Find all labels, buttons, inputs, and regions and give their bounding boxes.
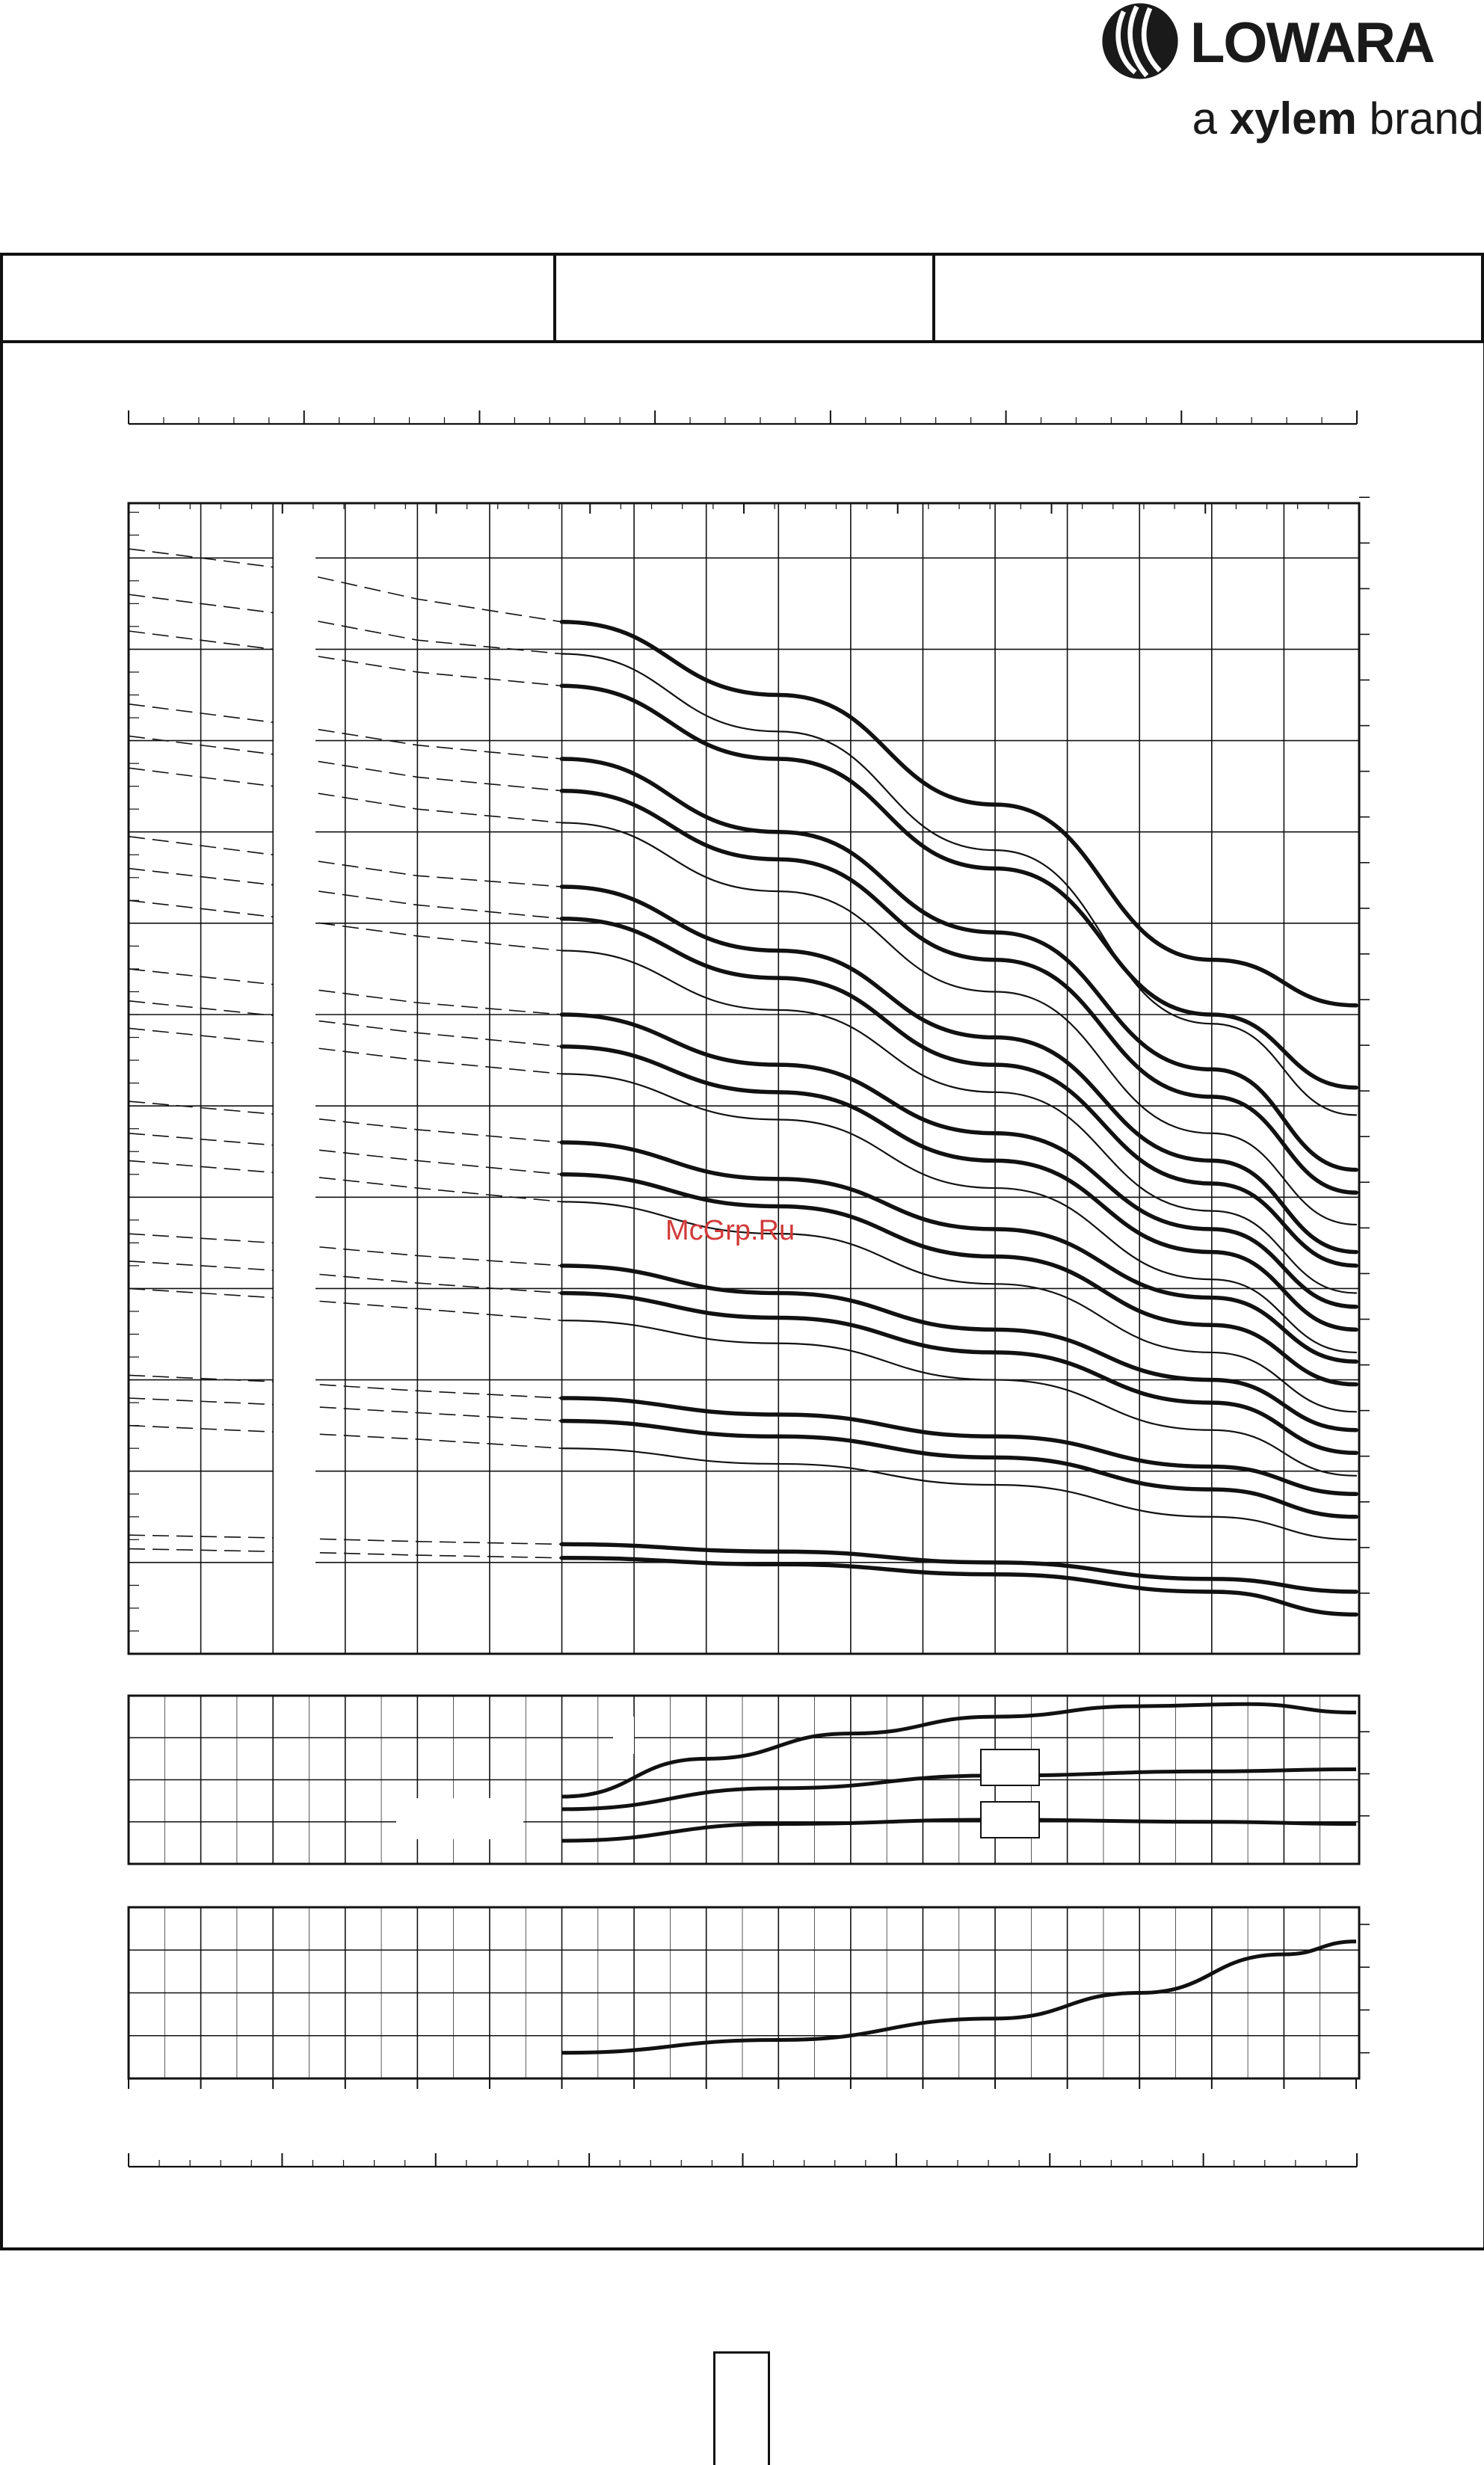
head-curve-dashed-3 bbox=[128, 703, 562, 760]
head-label-gap-2 bbox=[315, 523, 336, 1607]
head-curve-7 bbox=[559, 917, 1358, 1268]
tagline-suffix: brand bbox=[1369, 93, 1484, 144]
tagline-prefix: a bbox=[1192, 93, 1218, 144]
head-curve-dashed-9 bbox=[128, 968, 562, 1015]
head-curve-13 bbox=[559, 1172, 1358, 1387]
head-curve-dashed-14 bbox=[128, 1160, 562, 1203]
head-curve-3 bbox=[559, 757, 1358, 1172]
eff-curve-2 bbox=[561, 1818, 1357, 1843]
head-curve-dashed-6 bbox=[128, 836, 562, 887]
header-cell-standard bbox=[935, 253, 1484, 343]
head-curve-dashed-10 bbox=[128, 1000, 562, 1047]
head-curve-8 bbox=[561, 950, 1358, 1294]
head-curve-dashed-22 bbox=[128, 1548, 562, 1559]
head-curve-18 bbox=[559, 1396, 1358, 1496]
head-curve-9 bbox=[559, 1012, 1358, 1309]
page-number-tab bbox=[713, 2351, 770, 2465]
head-label-gap bbox=[274, 523, 315, 1607]
head-curve-20 bbox=[561, 1447, 1358, 1541]
head-curve-16 bbox=[559, 1290, 1358, 1456]
eff-curve-0 bbox=[561, 1702, 1357, 1799]
header-table bbox=[0, 253, 1484, 343]
head-curve-dashed-0 bbox=[128, 548, 562, 623]
head-curve-15 bbox=[559, 1264, 1358, 1432]
head-curve-dashed-8 bbox=[128, 899, 562, 952]
head-curve-dashed-2 bbox=[128, 630, 562, 687]
head-curve-22 bbox=[559, 1556, 1358, 1617]
brand-name: LOWARA bbox=[1190, 11, 1435, 75]
head-curve-dashed-20 bbox=[128, 1424, 562, 1449]
eff-label-gap bbox=[396, 1798, 523, 1839]
head-curve-dashed-13 bbox=[128, 1132, 562, 1175]
head-curve-dashed-4 bbox=[128, 735, 562, 792]
head-curve-4 bbox=[559, 789, 1358, 1195]
brand-logo: LOWARA a xylem brand bbox=[1096, 0, 1484, 157]
head-curve-0 bbox=[559, 620, 1358, 1008]
head-curve-dashed-16 bbox=[128, 1260, 562, 1294]
head-curve-dashed-11 bbox=[128, 1027, 562, 1075]
head-curve-dashed-15 bbox=[128, 1233, 562, 1267]
head-curve-10 bbox=[559, 1044, 1358, 1332]
eff-curve-1 bbox=[561, 1767, 1357, 1812]
eff-label-box-1 bbox=[980, 1749, 1040, 1786]
head-curve-5 bbox=[561, 822, 1358, 1226]
head-curve-dashed-21 bbox=[128, 1534, 562, 1545]
head-curve-dashed-5 bbox=[128, 767, 562, 824]
head-curve-17 bbox=[561, 1320, 1358, 1477]
head-curve-6 bbox=[559, 884, 1358, 1255]
head-curve-dashed-18 bbox=[128, 1374, 562, 1399]
head-curve-dashed-1 bbox=[128, 594, 562, 655]
eff-label-gap-2 bbox=[613, 1717, 634, 1754]
head-curve-19 bbox=[559, 1418, 1358, 1519]
head-curve-dashed-19 bbox=[128, 1397, 562, 1422]
lowara-swirl-icon bbox=[1102, 3, 1178, 79]
head-curve-dashed-17 bbox=[128, 1287, 562, 1321]
head-curve-14 bbox=[561, 1201, 1358, 1413]
head-curve-dashed-12 bbox=[128, 1101, 562, 1143]
header-cell-speed bbox=[553, 253, 935, 343]
head-curve-2 bbox=[559, 683, 1358, 1090]
head-curve-12 bbox=[559, 1140, 1358, 1364]
watermark: McGrp.Ru bbox=[665, 1215, 795, 1246]
head-curve-1 bbox=[561, 653, 1358, 1116]
tagline-brand: xylem bbox=[1229, 93, 1357, 144]
head-curve-11 bbox=[561, 1073, 1358, 1354]
npsh-curve-0 bbox=[561, 1939, 1357, 2055]
eff-label-box-2 bbox=[980, 1801, 1040, 1838]
head-curve-dashed-7 bbox=[128, 867, 562, 920]
head-curve-21 bbox=[559, 1542, 1358, 1594]
header-cell-model bbox=[0, 253, 556, 343]
brand-tagline: a xylem brand bbox=[1192, 93, 1484, 144]
